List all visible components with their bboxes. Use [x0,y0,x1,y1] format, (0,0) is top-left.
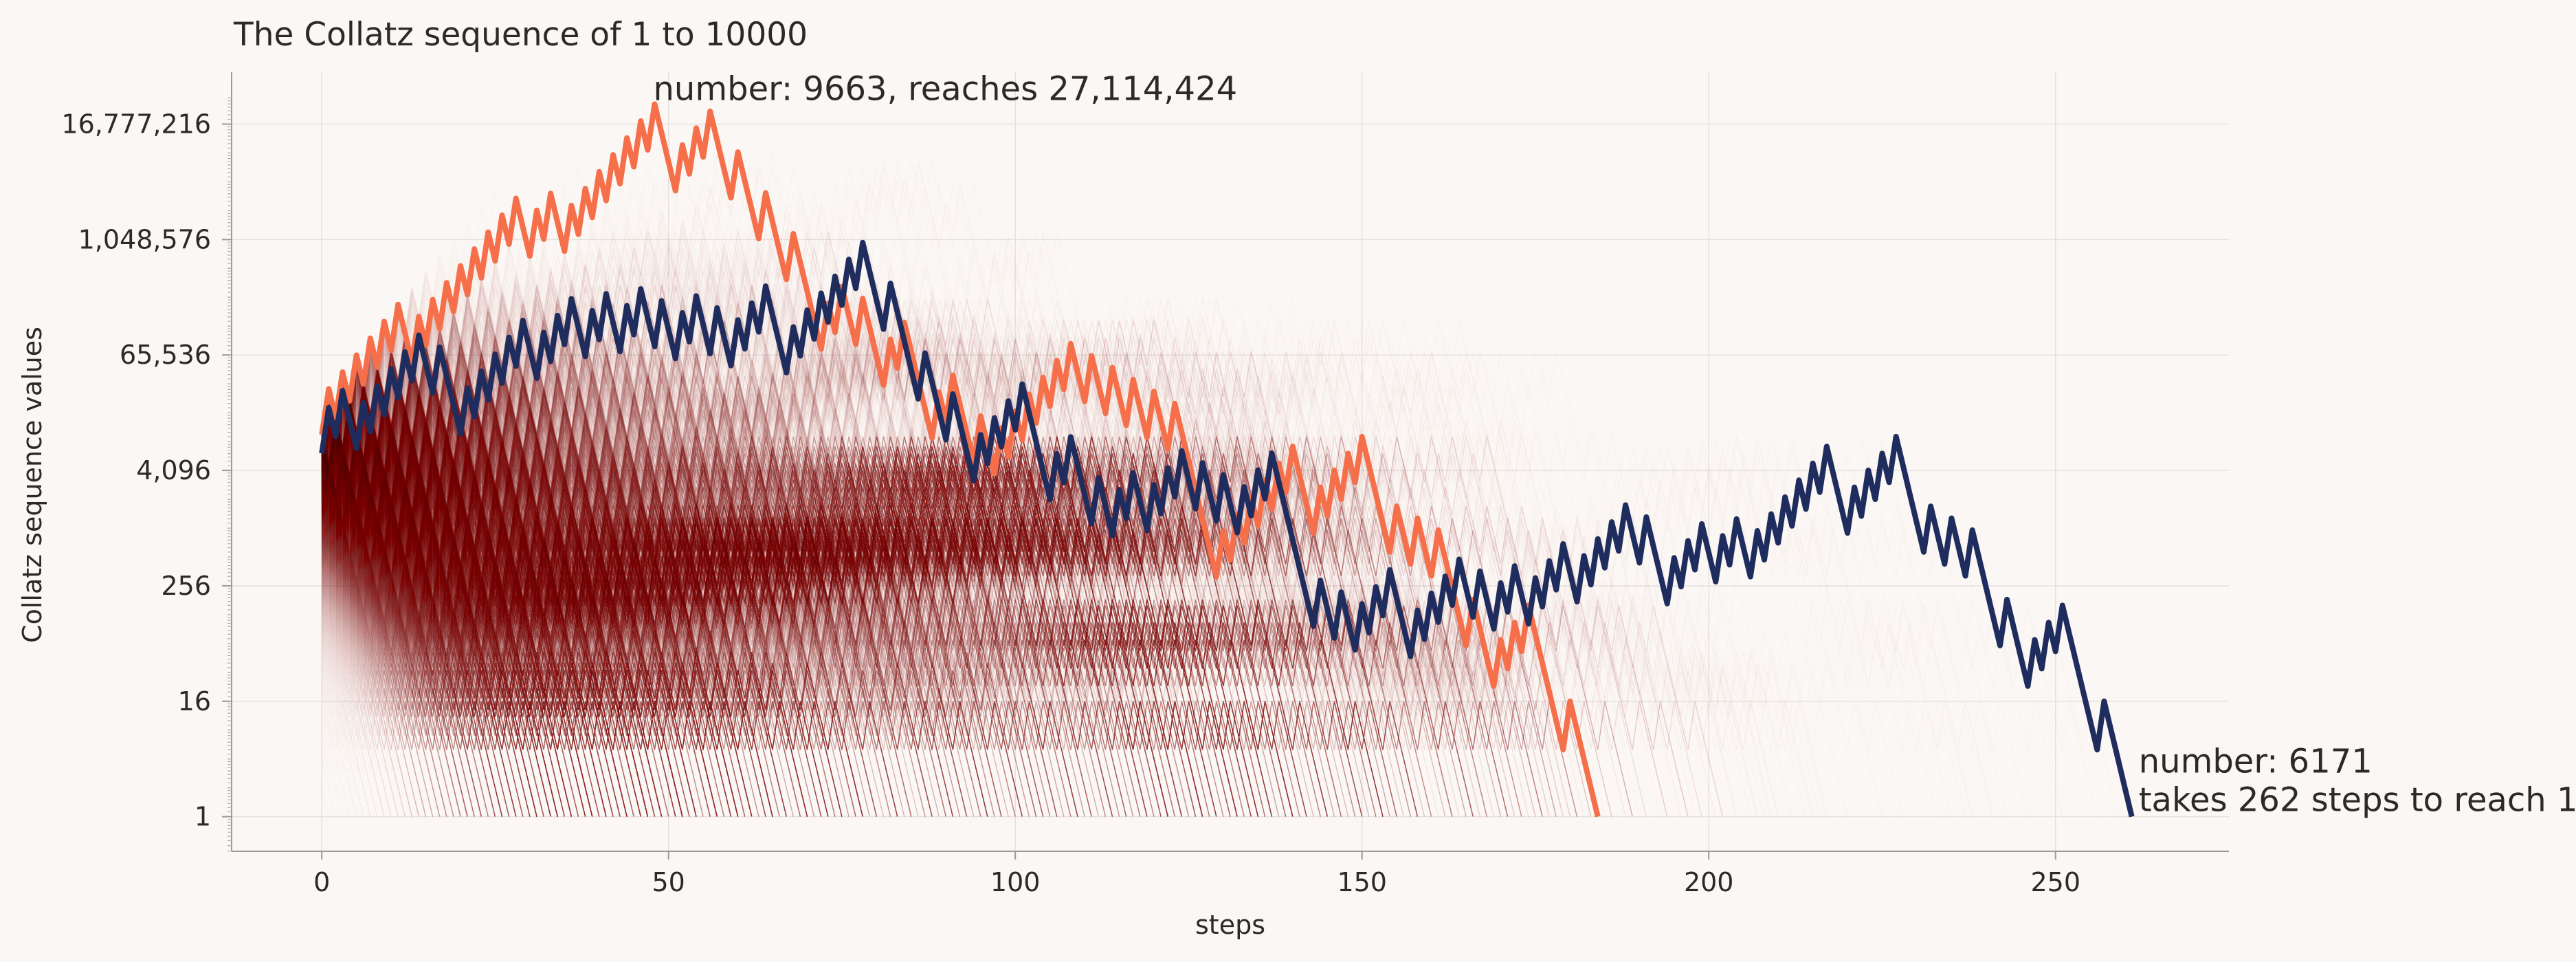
collatz-chart: 0 50 100 150 200 2501162564,09665,5361,048,57… [0,0,2576,962]
